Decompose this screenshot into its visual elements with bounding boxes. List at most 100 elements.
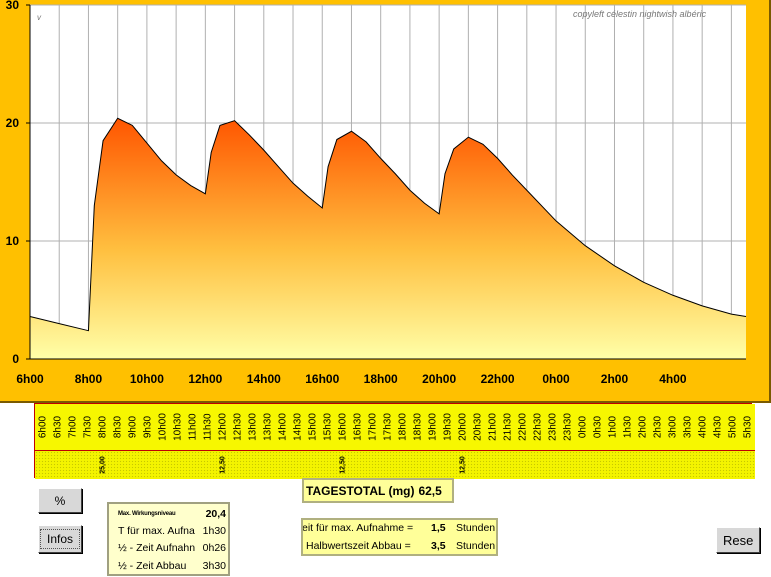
reset-button[interactable]: Rese — [716, 527, 760, 553]
infos-button[interactable]: Infos — [38, 525, 82, 553]
time-slot: 19h30 — [440, 404, 455, 479]
dose-input-cell[interactable] — [560, 451, 575, 479]
dose-input-cell[interactable] — [35, 451, 50, 479]
dose-input-cell[interactable] — [200, 451, 215, 479]
time-slot-text: 16h00 — [337, 413, 348, 441]
copyleft-text: copyleft célestin nightwish albéric — [573, 9, 707, 19]
dose-input-cell[interactable] — [485, 451, 500, 479]
time-slot-text: 10h00 — [157, 413, 168, 441]
time-slot-label: 20h00 — [455, 404, 470, 451]
half-life-value[interactable]: 3,5 — [431, 540, 446, 552]
dose-input-cell[interactable] — [680, 451, 695, 479]
time-slot: 8h30 — [110, 404, 125, 479]
dose-input-cell[interactable] — [575, 451, 590, 479]
time-slot-label: 10h30 — [170, 404, 185, 451]
dose-input-cell[interactable] — [320, 451, 335, 479]
dose-input-cell[interactable] — [365, 451, 380, 479]
x-tick-label: 16h00 — [305, 372, 339, 386]
time-slot: 19h00 — [425, 404, 440, 479]
dose-input-cell[interactable] — [740, 451, 755, 479]
dose-input-cell[interactable] — [650, 451, 665, 479]
time-slot: 21h00 — [485, 404, 500, 479]
time-slot-label: 18h00 — [395, 404, 410, 451]
dose-input-cell[interactable] — [530, 451, 545, 479]
time-slot: 20h30 — [470, 404, 485, 479]
dose-input-cell[interactable] — [665, 451, 680, 479]
time-slot: 0h00 — [575, 404, 590, 479]
dose-input-cell[interactable] — [110, 451, 125, 479]
dose-input-cell[interactable] — [50, 451, 65, 479]
time-slot-text: 18h00 — [397, 413, 408, 441]
dose-input-cell[interactable] — [65, 451, 80, 479]
time-slot-label: 21h00 — [485, 404, 500, 451]
dose-value: 12,50 — [339, 456, 346, 474]
dose-input-cell[interactable] — [290, 451, 305, 479]
dose-input-cell[interactable] — [470, 451, 485, 479]
y-tick-label: 20 — [6, 116, 20, 130]
time-slot-label: 20h30 — [470, 404, 485, 451]
dose-input-cell[interactable] — [245, 451, 260, 479]
time-slot-label: 6h00 — [35, 404, 50, 451]
dose-input-cell[interactable] — [710, 451, 725, 479]
time-slot: 1h30 — [620, 404, 635, 479]
time-slot: 9h00 — [125, 404, 140, 479]
dose-input-cell[interactable] — [185, 451, 200, 479]
dose-input-cell[interactable] — [350, 451, 365, 479]
dose-input-cell[interactable]: 12,50 — [215, 451, 230, 479]
dose-input-cell[interactable] — [170, 451, 185, 479]
dose-input-cell[interactable] — [140, 451, 155, 479]
time-slot-text: 1h30 — [622, 415, 633, 439]
percent-button[interactable]: % — [38, 488, 82, 513]
dose-input-cell[interactable] — [635, 451, 650, 479]
time-slot: 16h30 — [350, 404, 365, 479]
max-absorption-value[interactable]: 1,5 — [431, 522, 446, 534]
time-slot-text: 22h00 — [517, 413, 528, 441]
dose-input-cell[interactable] — [380, 451, 395, 479]
time-slot-label: 23h30 — [560, 404, 575, 451]
t-max-value: 1h30 — [202, 525, 226, 537]
dose-input-cell[interactable] — [125, 451, 140, 479]
dose-input-cell[interactable] — [80, 451, 95, 479]
time-slot: 4h30 — [710, 404, 725, 479]
time-slot-text: 1h00 — [607, 415, 618, 439]
time-slot-label: 23h00 — [545, 404, 560, 451]
time-slot: 12h30 — [230, 404, 245, 479]
time-slot-text: 22h30 — [532, 413, 543, 441]
dose-input-cell[interactable]: 12,50 — [335, 451, 350, 479]
dose-input-cell[interactable] — [410, 451, 425, 479]
max-level-value: 20,4 — [205, 508, 226, 520]
half-up-label: ½ - Zeit Aufnahn — [118, 542, 196, 554]
dose-input-cell[interactable] — [230, 451, 245, 479]
dose-value: 12,50 — [219, 456, 226, 474]
dose-input-cell[interactable] — [605, 451, 620, 479]
dose-input-cell[interactable] — [500, 451, 515, 479]
dose-input-cell[interactable] — [620, 451, 635, 479]
time-slot-text: 6h00 — [37, 415, 48, 439]
dose-input-cell[interactable] — [695, 451, 710, 479]
dose-input-cell[interactable] — [260, 451, 275, 479]
dose-input-cell[interactable] — [725, 451, 740, 479]
x-tick-label: 4h00 — [659, 372, 687, 386]
x-tick-label: 18h00 — [364, 372, 398, 386]
dose-input-cell[interactable]: 12,50 — [455, 451, 470, 479]
dose-input-cell[interactable] — [515, 451, 530, 479]
dose-input-cell[interactable] — [395, 451, 410, 479]
time-slot-label: 9h30 — [140, 404, 155, 451]
parameter-panel: eit für max. Aufnahme = 1,5 Stunden Halb… — [301, 518, 498, 556]
dose-input-cell[interactable] — [155, 451, 170, 479]
time-slot: 3h00 — [665, 404, 680, 479]
dose-input-cell[interactable] — [545, 451, 560, 479]
half-life-unit: Stunden — [456, 540, 496, 552]
time-slot-text: 10h30 — [172, 413, 183, 441]
x-tick-label: 10h00 — [130, 372, 164, 386]
dose-input-cell[interactable] — [425, 451, 440, 479]
dose-input-cell[interactable] — [590, 451, 605, 479]
half-down-label: ½ - Zeit Abbau — [118, 560, 187, 572]
time-slot: 5h00 — [725, 404, 740, 479]
time-slot-text: 2h00 — [637, 415, 648, 439]
dose-input-cell[interactable] — [275, 451, 290, 479]
dose-input-cell[interactable] — [440, 451, 455, 479]
dose-input-cell[interactable] — [305, 451, 320, 479]
time-slot-text: 23h00 — [547, 413, 558, 441]
dose-input-cell[interactable]: 25,00 — [95, 451, 110, 479]
